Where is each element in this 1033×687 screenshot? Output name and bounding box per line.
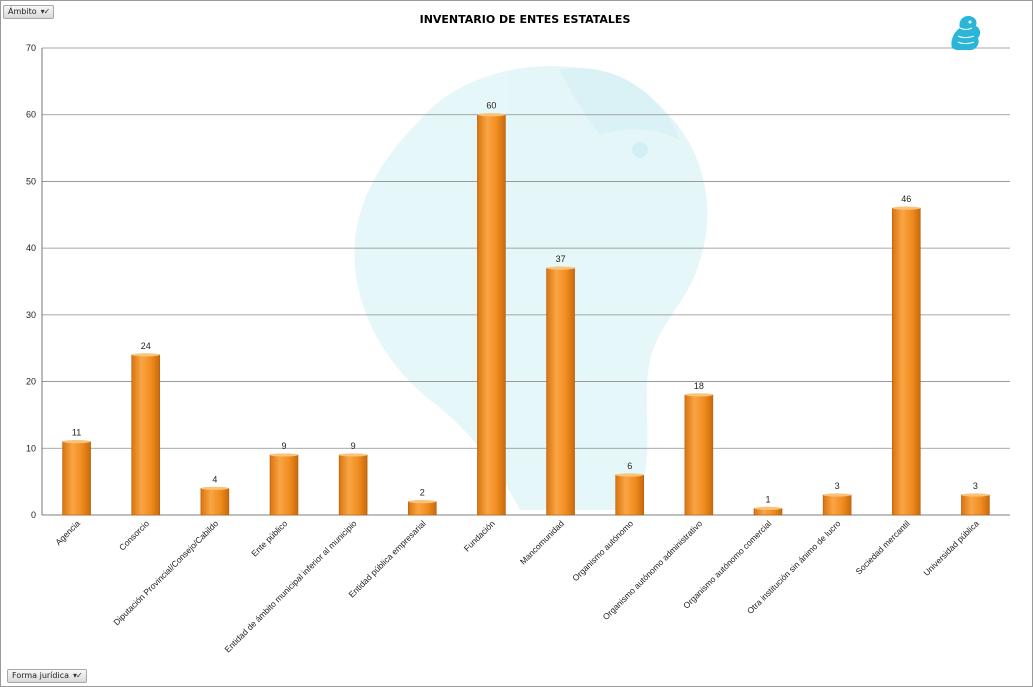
data-label: 60 (486, 101, 496, 111)
watermark-emblem (354, 66, 708, 510)
bar-top (408, 500, 437, 504)
logo-icon (951, 16, 981, 50)
bar (891, 207, 921, 516)
bar-top (339, 453, 368, 457)
data-label: 11 (72, 428, 81, 438)
bar-top (200, 486, 229, 490)
bar-top (684, 393, 713, 397)
x-tick-label: Mancomunidad (518, 518, 566, 566)
data-label: 9 (281, 441, 286, 451)
x-tick-label: Sociedad mercantil (854, 518, 912, 576)
filter-icon: ▾✓ (40, 7, 51, 16)
bar-top (62, 440, 91, 444)
y-tick-label: 30 (26, 310, 36, 320)
data-label: 24 (141, 341, 151, 351)
x-tick-label: Entidad de ámbito municipal inferior al … (223, 518, 359, 654)
y-tick-label: 60 (26, 110, 36, 120)
bar-top (615, 473, 644, 477)
x-tick-label: Universidad pública (921, 518, 981, 578)
data-label: 46 (901, 194, 911, 204)
chart-title: INVENTARIO DE ENTES ESTATALES (420, 13, 631, 26)
bar (131, 354, 161, 516)
bar-top (823, 493, 852, 497)
x-tick-label: Agencia (53, 518, 82, 547)
x-tick-label: Fundación (462, 518, 497, 553)
bar-top (892, 206, 921, 210)
bar (338, 454, 368, 516)
data-label: 1 (765, 494, 770, 504)
bar (269, 454, 299, 516)
bar (200, 488, 230, 516)
data-label: 18 (694, 381, 704, 391)
y-tick-label: 50 (26, 176, 36, 186)
bar-top (477, 113, 506, 117)
y-tick-label: 10 (26, 443, 36, 453)
filter-label: Ámbito (8, 7, 37, 16)
y-tick-label: 0 (31, 510, 36, 520)
bar (615, 474, 645, 516)
filter-button-forma-juridica[interactable]: Forma jurídica ▾✓ (7, 669, 87, 683)
filter-icon: ▾✓ (73, 671, 83, 680)
bar-top (131, 353, 160, 357)
bar (407, 501, 437, 516)
bar (961, 494, 990, 516)
y-tick-label: 40 (26, 243, 36, 253)
bar-top (546, 266, 575, 270)
bar (546, 267, 575, 516)
filter-button-ambito[interactable]: Ámbito ▾✓ (3, 5, 55, 19)
y-tick-label: 20 (26, 377, 36, 387)
bars: 11 24 4 9 9 2 60 37 6 18 1 3 46 3 (62, 101, 990, 516)
bar (62, 441, 91, 516)
data-label: 3 (835, 481, 840, 491)
bar (822, 494, 852, 516)
data-label: 2 (420, 488, 425, 498)
bar (684, 394, 714, 516)
x-tick-label: Organismo autónomo (570, 518, 635, 583)
x-tick-label: Consorcio (117, 518, 151, 552)
data-label: 3 (973, 481, 978, 491)
bar-top (961, 493, 990, 497)
x-tick-label: Ente público (249, 518, 289, 558)
data-label: 9 (351, 441, 356, 451)
bar (477, 114, 506, 516)
data-label: 6 (627, 461, 632, 471)
filter-label: Forma jurídica (12, 671, 70, 680)
x-tick-label: Entidad pública empresarial (346, 518, 427, 599)
bar-top (754, 506, 782, 510)
y-axis: 0 10 20 30 40 50 60 70 (26, 43, 36, 520)
y-tick-label: 70 (26, 43, 36, 53)
bar-top (270, 453, 298, 457)
data-label: 37 (556, 254, 566, 264)
data-label: 4 (212, 474, 217, 484)
